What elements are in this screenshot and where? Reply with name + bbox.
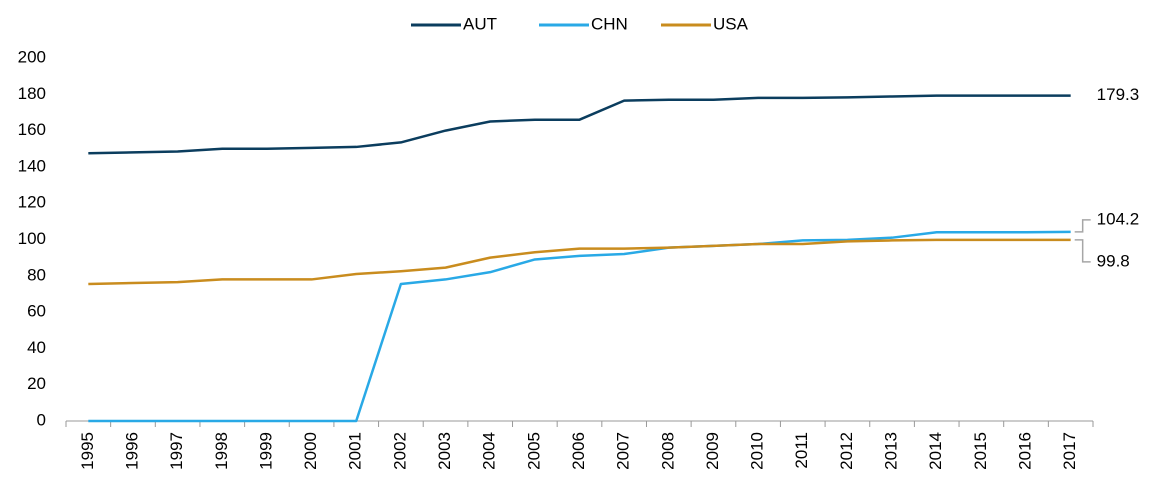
x-tick-label: 2003	[435, 432, 454, 470]
y-tick-label: 80	[27, 265, 46, 284]
x-tick-label: 2014	[926, 432, 945, 470]
y-tick-label: 40	[27, 338, 46, 357]
x-tick-label: 2008	[658, 432, 677, 470]
y-tick-label: 20	[27, 374, 46, 393]
x-tick-label: 2007	[614, 432, 633, 470]
x-tick-label: 2013	[882, 432, 901, 470]
y-tick-label: 60	[27, 302, 46, 321]
y-tick-label: 120	[18, 193, 46, 212]
legend-label: USA	[713, 14, 749, 33]
x-tick-label: 2005	[524, 432, 543, 470]
x-tick-label: 1995	[78, 432, 97, 470]
x-tick-label: 2009	[703, 432, 722, 470]
legend-label: AUT	[463, 14, 497, 33]
y-tick-label: 160	[18, 120, 46, 139]
y-tick-label: 140	[18, 156, 46, 175]
x-tick-label: 2015	[971, 432, 990, 470]
label-leader	[1074, 239, 1091, 263]
x-tick-label: 2006	[569, 432, 588, 470]
x-tick-label: 2010	[748, 432, 767, 470]
y-tick-label: 180	[18, 84, 46, 103]
x-tick-label: 1999	[256, 432, 275, 470]
x-tick-label: 2002	[390, 432, 409, 470]
x-tick-label: 1998	[212, 432, 231, 470]
series-line	[88, 230, 1071, 423]
end-label: 99.8	[1097, 251, 1130, 270]
x-tick-label: 2001	[346, 432, 365, 470]
x-tick-label: 2011	[792, 432, 811, 469]
series-line	[88, 238, 1071, 286]
x-tick-label: 2017	[1060, 432, 1079, 470]
label-leader	[1074, 219, 1091, 233]
end-label: 104.2	[1097, 209, 1140, 228]
x-tick-label: 1996	[122, 432, 141, 470]
y-tick-label: 0	[37, 410, 46, 429]
legend-label: CHN	[591, 14, 628, 33]
x-tick-label: 1997	[167, 432, 186, 470]
x-tick-label: 2012	[837, 432, 856, 470]
series-line	[88, 94, 1071, 155]
y-tick-label: 200	[18, 47, 46, 66]
end-label: 179.3	[1097, 85, 1140, 104]
x-tick-label: 2004	[480, 432, 499, 470]
y-tick-label: 100	[18, 229, 46, 248]
x-tick-label: 2016	[1016, 432, 1035, 470]
x-tick-label: 2000	[301, 432, 320, 470]
